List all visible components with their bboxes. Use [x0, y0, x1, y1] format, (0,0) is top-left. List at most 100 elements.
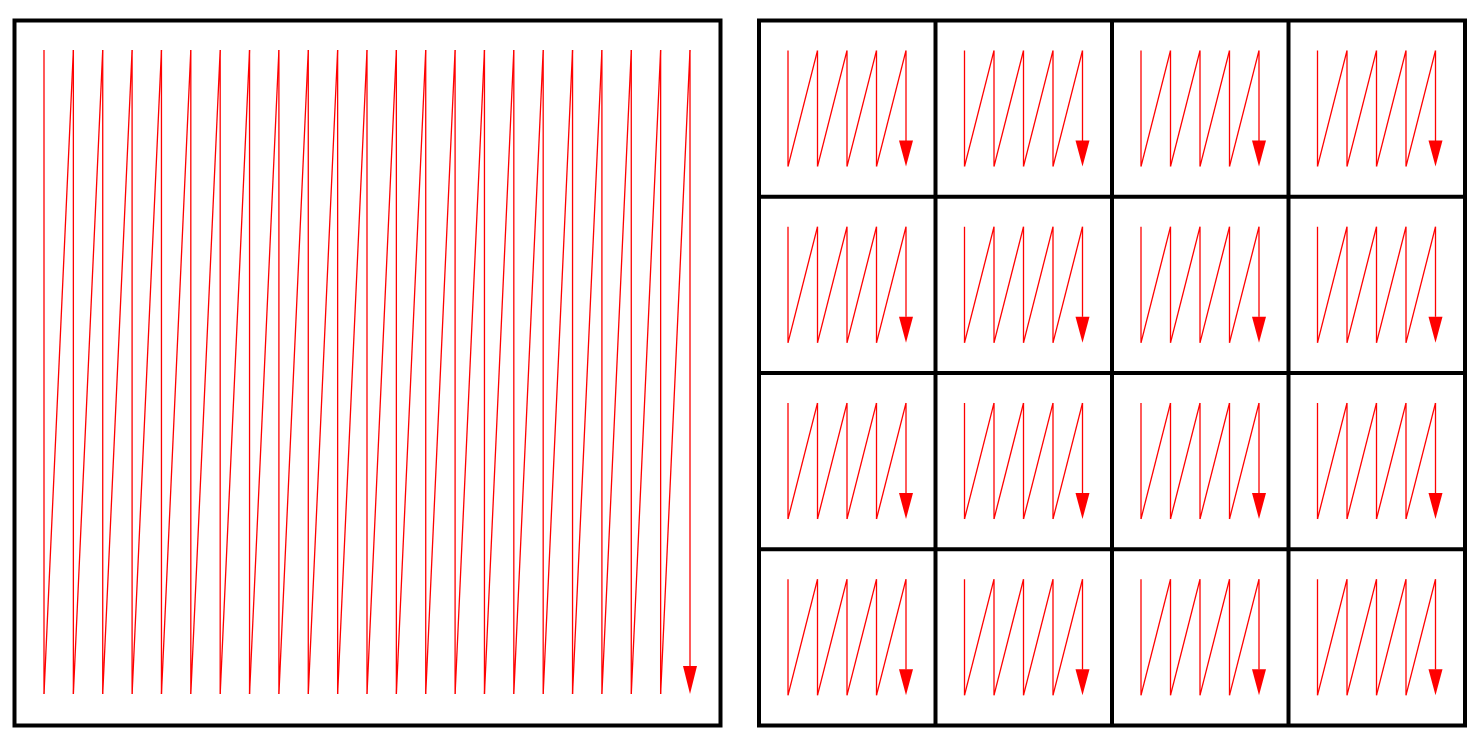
left-scan-return-stroke	[336, 49, 368, 695]
tile-scan-arrowhead	[1075, 140, 1090, 167]
tile-scan-return-stroke	[1052, 226, 1084, 343]
tile-scan-arrowhead	[1252, 140, 1266, 167]
tile-scan-return-stroke	[1022, 579, 1054, 696]
left-scan-return-stroke	[43, 49, 75, 695]
tile-scan-return-stroke	[1140, 579, 1172, 696]
tile-scan-return-stroke	[1052, 579, 1084, 696]
tile	[963, 579, 1090, 696]
tile-scan-arrowhead	[899, 669, 913, 696]
tile-scan-return-stroke	[1316, 50, 1348, 167]
tile-scan-return-stroke	[1022, 50, 1054, 167]
tile-scan-arrowhead	[899, 140, 913, 167]
tile-scan-path	[1140, 402, 1266, 520]
tile-scan-return-stroke	[963, 402, 995, 520]
tile	[963, 226, 1090, 343]
tile-scan-path	[963, 50, 1090, 167]
tile	[1140, 226, 1266, 343]
tile	[787, 226, 913, 343]
left-panel-single-scan	[12, 18, 723, 728]
tile-scan-arrowhead	[1075, 669, 1090, 696]
tile-scan-return-stroke	[787, 226, 819, 343]
tile-scan-return-stroke	[875, 579, 907, 696]
tile-scan-return-stroke	[1199, 402, 1231, 520]
tile-scan-arrowhead	[1428, 316, 1443, 343]
left-scan-return-stroke	[483, 49, 515, 695]
tile-scan-return-stroke	[963, 226, 995, 343]
tile	[1316, 579, 1443, 696]
tile-scan-return-stroke	[993, 402, 1025, 520]
tile-scan-return-stroke	[1375, 50, 1407, 167]
tile-scan-arrowhead	[1428, 140, 1443, 167]
left-scan-return-stroke	[219, 49, 251, 695]
tile	[787, 50, 913, 167]
tile-scan-return-stroke	[1199, 579, 1231, 696]
left-scan-return-stroke	[190, 49, 221, 695]
tile-scan-path	[963, 579, 1090, 696]
tile-scan-return-stroke	[816, 226, 848, 343]
left-scan-return-stroke	[131, 49, 163, 695]
tile-scan-arrowhead	[1252, 316, 1266, 343]
tile-scan-arrowhead	[1252, 669, 1266, 696]
tile-scan-return-stroke	[787, 579, 819, 696]
tile-scan-return-stroke	[875, 50, 907, 167]
tile	[1316, 50, 1443, 167]
tile-scan-arrowhead	[1252, 493, 1266, 519]
tile-scan-path	[963, 226, 1090, 343]
tile-scan-path	[787, 402, 913, 520]
tile-scan-path	[1316, 50, 1443, 167]
tile-scan-path	[963, 402, 1090, 520]
tile-scan-path	[1316, 226, 1443, 343]
tile-scan-arrowhead	[899, 316, 913, 343]
left-scan-path	[43, 49, 697, 695]
tile-scan-return-stroke	[787, 402, 819, 520]
tile-scan-return-stroke	[1169, 50, 1201, 167]
left-scan-return-stroke	[513, 49, 544, 695]
left-scan-return-stroke	[248, 49, 280, 695]
tile-scan-return-stroke	[993, 50, 1025, 167]
tile-scan-arrowhead	[899, 493, 913, 519]
tile-scan-return-stroke	[993, 226, 1025, 343]
tile-scan-path	[1140, 579, 1266, 696]
left-scan-return-stroke	[307, 49, 339, 695]
tile-scan-return-stroke	[875, 226, 907, 343]
tile-scan-return-stroke	[1140, 50, 1172, 167]
tile-scan-return-stroke	[846, 402, 878, 520]
left-scan-return-stroke	[659, 49, 691, 695]
tile-scan-return-stroke	[1405, 226, 1437, 343]
left-panel-frame	[12, 18, 723, 728]
tile-scan-return-stroke	[1375, 579, 1407, 696]
tile	[787, 402, 913, 520]
left-scan-return-stroke	[278, 49, 309, 695]
tile	[1140, 50, 1266, 167]
tile-scan-return-stroke	[993, 579, 1025, 696]
tile-scan-path	[1140, 50, 1266, 167]
tile-scan-return-stroke	[1228, 579, 1260, 696]
tile-scan-return-stroke	[1228, 226, 1260, 343]
tile-scan-return-stroke	[846, 579, 878, 696]
tile-scan-return-stroke	[1140, 226, 1172, 343]
left-scan-arrowhead	[683, 666, 697, 694]
tile-scan-arrowhead	[1075, 493, 1090, 519]
tile	[1140, 402, 1266, 520]
tile	[963, 50, 1090, 167]
tile-scan-return-stroke	[1346, 579, 1378, 696]
tile-scan-return-stroke	[816, 579, 848, 696]
tile-scan-return-stroke	[1199, 226, 1231, 343]
right-panel-frame	[757, 18, 1467, 728]
left-scan-return-stroke	[425, 49, 456, 695]
tile-scan-return-stroke	[1169, 402, 1201, 520]
tile-scan-arrowhead	[1428, 493, 1443, 519]
left-scan-return-stroke	[454, 49, 486, 695]
tile-scan-return-stroke	[1405, 579, 1437, 696]
tile-scan-return-stroke	[1052, 50, 1084, 167]
tile-scan-return-stroke	[963, 50, 995, 167]
tile-scan-path	[787, 226, 913, 343]
tile-scan-return-stroke	[1346, 226, 1378, 343]
tile-scan-path	[1316, 402, 1443, 520]
tile-scan-return-stroke	[1169, 579, 1201, 696]
tile-scan-return-stroke	[963, 579, 995, 696]
tile-scan-arrowhead	[1428, 669, 1443, 696]
tile-scan-return-stroke	[1346, 50, 1378, 167]
tile-scan-return-stroke	[816, 402, 848, 520]
